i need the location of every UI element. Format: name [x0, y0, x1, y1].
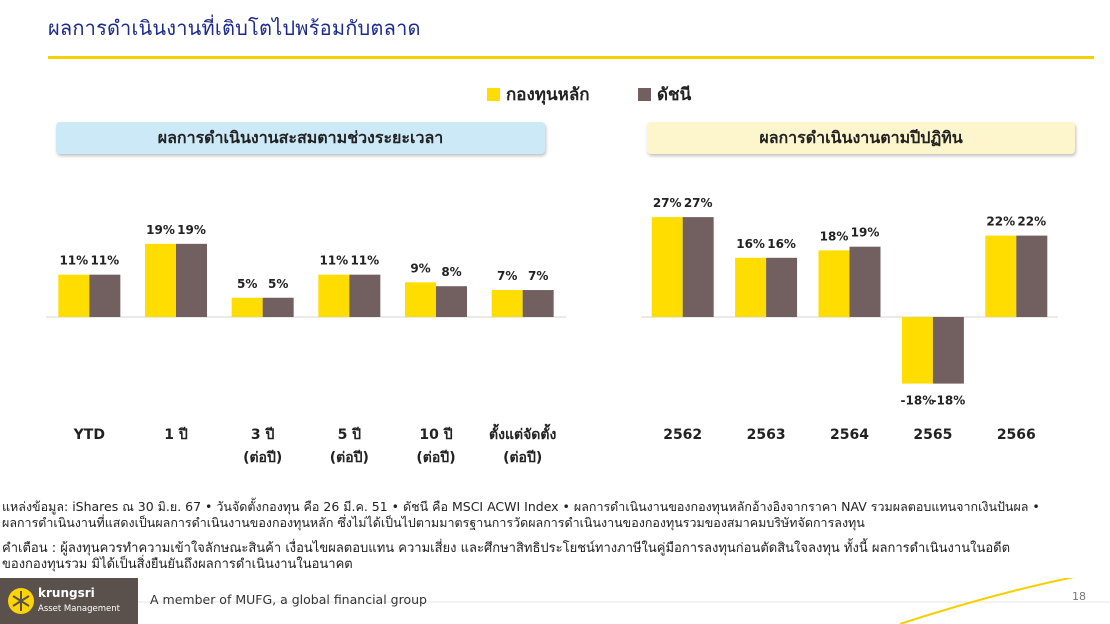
brand-name: krungsri: [38, 586, 95, 600]
cumulative-bar-index: [262, 297, 294, 317]
calendar-category-label: 2564: [830, 427, 869, 443]
cumulative-data-label: 9%: [410, 261, 430, 275]
cumulative-data-label: 8%: [441, 265, 461, 279]
calendar-bar-fund: [985, 235, 1017, 317]
footer-accent-curve: [899, 578, 1075, 624]
calendar-data-label: 27%: [684, 196, 713, 210]
legend-swatch-index: [638, 88, 651, 101]
calendar-bar-fund: [651, 217, 683, 317]
cumulative-category-label: 10 ปี: [419, 427, 452, 443]
calendar-data-label: 18%: [820, 229, 849, 243]
cumulative-bar-fund: [491, 290, 523, 317]
cumulative-data-label: 19%: [146, 223, 175, 237]
cumulative-bar-fund: [58, 274, 90, 317]
cumulative-category-label: 5 ปี: [338, 427, 362, 443]
cumulative-category-label: 3 ปี: [251, 427, 275, 443]
title-underline: [48, 56, 1094, 59]
calendar-data-label: -18%: [932, 394, 966, 408]
calendar-data-label: 16%: [767, 237, 796, 251]
source-note-line-1: แหล่งข้อมูล: iShares ณ 30 มิ.ย. 67 • วัน…: [2, 499, 1040, 514]
warning-note-line-1: คำเตือน : ผู้ลงทุนควรทำความเข้าใจลักษณะส…: [2, 541, 1011, 556]
calendar-data-label: -18%: [901, 394, 935, 408]
calendar-data-label: 16%: [736, 237, 765, 251]
legend-label-index: ดัชนี: [657, 85, 692, 105]
calendar-bar-index: [849, 246, 881, 317]
legend-swatch-fund: [487, 88, 500, 101]
chart-legend: กองทุนหลัก ดัชนี: [0, 80, 1110, 105]
cumulative-category-label: 1 ปี: [164, 427, 188, 443]
cumulative-category-sublabel: (ต่อปี): [416, 450, 455, 466]
cumulative-bar-index: [349, 274, 381, 317]
cumulative-data-label: 5%: [268, 277, 288, 291]
cumulative-bar-index: [176, 243, 207, 317]
calendar-bar-index: [682, 217, 714, 317]
calendar-bar-fund: [735, 257, 767, 317]
cumulative-bar-fund: [231, 297, 263, 317]
calendar-bar-index: [932, 317, 964, 384]
cumulative-category-label: YTD: [73, 427, 105, 443]
left-panel-header: ผลการดำเนินงานสะสมตามช่วงระยะเวลา: [56, 122, 545, 154]
calendar-category-label: 2566: [997, 427, 1036, 443]
cumulative-data-label: 7%: [497, 269, 517, 283]
calendar-data-label: 27%: [653, 196, 682, 210]
cumulative-data-label: 11%: [90, 254, 119, 268]
calendar-category-label: 2565: [913, 427, 952, 443]
cumulative-bar-fund: [318, 274, 350, 317]
footer-band: [138, 578, 1110, 624]
cumulative-data-label: 19%: [177, 223, 206, 237]
cumulative-data-label: 7%: [528, 269, 548, 283]
page-number: 18: [1072, 590, 1086, 603]
source-note-line-2: ผลการดำเนินงานที่แสดงเป็นผลการดำเนินงานข…: [2, 515, 865, 530]
cumulative-category-sublabel: (ต่อปี): [330, 450, 369, 466]
right-panel-header: ผลการดำเนินงานตามปีปฏิทิน: [647, 122, 1075, 154]
cumulative-data-label: 11%: [350, 254, 379, 268]
page-title: ผลการดำเนินงานที่เติบโตไปพร้อมกับตลาด: [48, 16, 421, 40]
warning-note-line-2: ของกองทุนรวม มิได้เป็นสิ่งยืนยันถึงผลการ…: [2, 557, 353, 572]
brand-subtitle: Asset Management: [38, 604, 120, 614]
footer-tagline: A member of MUFG, a global financial gro…: [150, 592, 427, 607]
calendar-category-label: 2563: [747, 427, 786, 443]
krungsri-logo: krungsri Asset Management: [0, 578, 138, 624]
calendar-data-label: 22%: [1017, 215, 1046, 229]
cumulative-bar-fund: [145, 243, 176, 317]
cumulative-bar-index: [436, 286, 467, 317]
cumulative-data-label: 5%: [237, 277, 257, 291]
cumulative-category-label: ตั้งแต่จัดตั้ง: [489, 423, 556, 443]
cumulative-data-label: 11%: [319, 254, 348, 268]
calendar-bar-fund: [901, 317, 933, 384]
calendar-category-label: 2562: [663, 427, 702, 443]
krungsri-emblem-icon: [8, 588, 34, 614]
calendar-bar-index: [1016, 235, 1048, 317]
cumulative-bar-index: [89, 274, 121, 317]
calendar-data-label: 22%: [986, 215, 1015, 229]
cumulative-category-sublabel: (ต่อปี): [503, 450, 542, 466]
cumulative-data-label: 11%: [59, 254, 88, 268]
legend-label-fund: กองทุนหลัก: [506, 85, 590, 105]
calendar-bar-fund: [818, 250, 850, 317]
calendar-data-label: 19%: [851, 226, 880, 240]
cumulative-bar-index: [522, 290, 554, 317]
calendar-bar-index: [766, 257, 798, 317]
cumulative-bar-fund: [405, 282, 436, 317]
cumulative-category-sublabel: (ต่อปี): [243, 450, 282, 466]
